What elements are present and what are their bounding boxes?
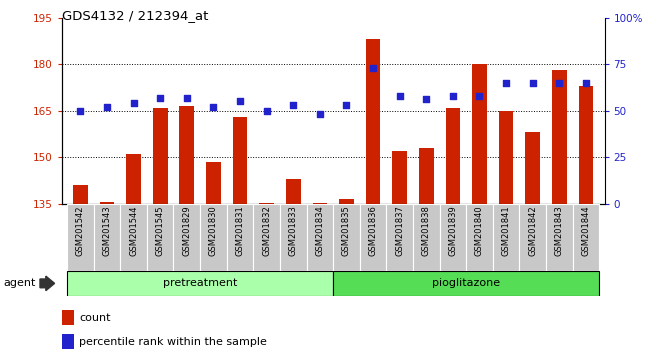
Bar xyxy=(419,148,434,204)
Text: GSM201831: GSM201831 xyxy=(235,206,244,256)
Text: GSM201844: GSM201844 xyxy=(581,206,590,256)
Text: GSM201842: GSM201842 xyxy=(528,206,537,256)
Bar xyxy=(546,204,573,271)
FancyArrow shape xyxy=(40,276,55,291)
Bar xyxy=(493,204,519,271)
Text: pioglitazone: pioglitazone xyxy=(432,278,500,288)
Bar xyxy=(307,204,333,271)
Point xyxy=(421,97,432,102)
Point xyxy=(208,104,218,110)
Text: GSM201835: GSM201835 xyxy=(342,206,351,256)
Bar xyxy=(578,86,593,204)
Bar xyxy=(313,203,327,204)
Bar xyxy=(519,204,546,271)
Bar xyxy=(227,204,254,271)
Bar xyxy=(439,204,466,271)
Bar xyxy=(94,204,120,271)
Point xyxy=(395,93,405,98)
Bar xyxy=(67,204,94,271)
Text: GSM201830: GSM201830 xyxy=(209,206,218,256)
Point xyxy=(155,95,165,101)
Point xyxy=(501,80,512,86)
Text: GSM201836: GSM201836 xyxy=(369,206,378,256)
Point xyxy=(102,104,112,110)
Bar xyxy=(99,202,114,204)
Bar xyxy=(233,117,247,204)
Bar xyxy=(333,204,359,271)
Bar xyxy=(179,106,194,204)
Text: GSM201841: GSM201841 xyxy=(502,206,510,256)
Point xyxy=(448,93,458,98)
Bar xyxy=(286,179,300,204)
Text: GSM201839: GSM201839 xyxy=(448,206,458,256)
Bar xyxy=(147,204,174,271)
Text: GSM201838: GSM201838 xyxy=(422,206,431,256)
Bar xyxy=(259,203,274,204)
Bar xyxy=(254,204,280,271)
Point xyxy=(527,80,538,86)
Bar xyxy=(466,204,493,271)
Bar xyxy=(359,204,386,271)
Bar xyxy=(393,151,407,204)
Point xyxy=(75,108,86,113)
Bar xyxy=(126,154,141,204)
Point xyxy=(368,65,378,71)
Bar xyxy=(280,204,307,271)
Text: GDS4132 / 212394_at: GDS4132 / 212394_at xyxy=(62,9,208,22)
Bar xyxy=(339,199,354,204)
Bar xyxy=(153,108,168,204)
Bar xyxy=(573,204,599,271)
Point xyxy=(474,93,485,98)
Bar xyxy=(525,132,540,204)
Text: GSM201843: GSM201843 xyxy=(554,206,564,256)
Bar xyxy=(413,204,439,271)
Bar xyxy=(366,39,380,204)
Bar xyxy=(552,70,567,204)
Text: GSM201832: GSM201832 xyxy=(262,206,271,256)
Point xyxy=(315,112,325,117)
Text: agent: agent xyxy=(3,278,36,288)
Point xyxy=(261,108,272,113)
Bar xyxy=(472,64,487,204)
Point xyxy=(181,95,192,101)
Text: GSM201545: GSM201545 xyxy=(156,206,164,256)
Bar xyxy=(499,110,514,204)
Bar xyxy=(333,271,599,296)
Bar xyxy=(62,310,73,325)
Text: GSM201837: GSM201837 xyxy=(395,206,404,256)
Text: percentile rank within the sample: percentile rank within the sample xyxy=(79,337,267,347)
Bar xyxy=(120,204,147,271)
Text: count: count xyxy=(79,313,110,323)
Text: GSM201840: GSM201840 xyxy=(475,206,484,256)
Point xyxy=(554,80,564,86)
Bar xyxy=(445,108,460,204)
Text: GSM201829: GSM201829 xyxy=(182,206,191,256)
Bar xyxy=(206,162,221,204)
Text: GSM201834: GSM201834 xyxy=(315,206,324,256)
Bar xyxy=(62,334,73,349)
Point xyxy=(580,80,591,86)
Bar xyxy=(73,185,88,204)
Bar xyxy=(67,271,333,296)
Point xyxy=(341,102,352,108)
Bar xyxy=(174,204,200,271)
Text: GSM201544: GSM201544 xyxy=(129,206,138,256)
Text: pretreatment: pretreatment xyxy=(163,278,237,288)
Point xyxy=(288,102,298,108)
Text: GSM201542: GSM201542 xyxy=(76,206,85,256)
Bar xyxy=(200,204,227,271)
Text: GSM201543: GSM201543 xyxy=(103,206,112,256)
Bar xyxy=(386,204,413,271)
Point xyxy=(235,98,245,104)
Text: GSM201833: GSM201833 xyxy=(289,206,298,256)
Point xyxy=(129,101,139,106)
